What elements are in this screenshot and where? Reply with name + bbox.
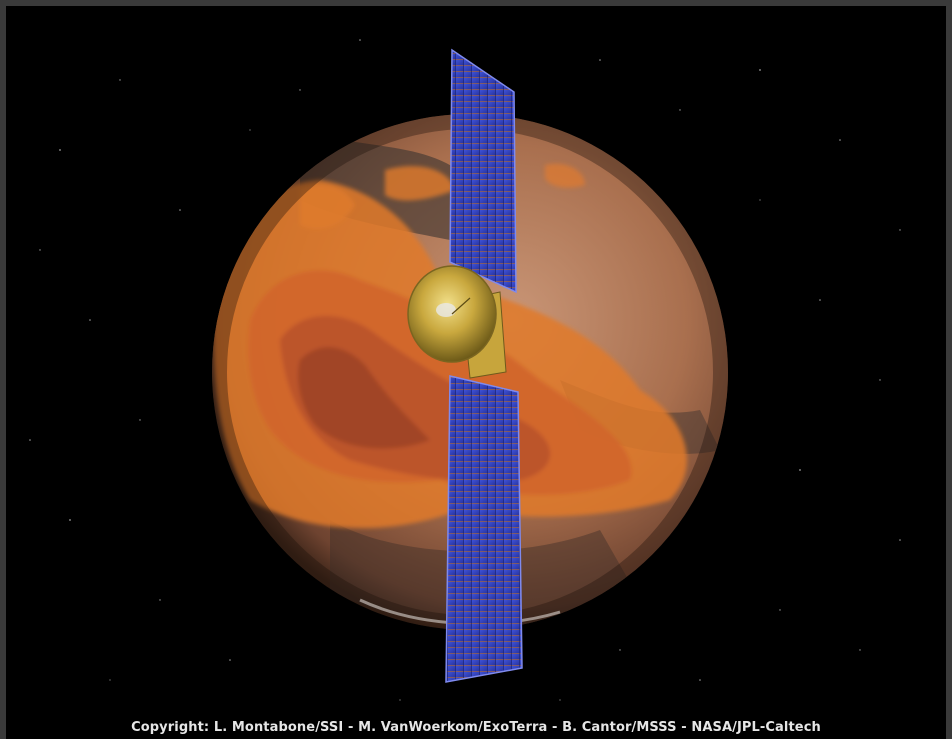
- lower-solar-panel: [445, 375, 523, 683]
- stars: [29, 39, 901, 701]
- copyright-caption: Copyright: L. Montabone/SSI - M. VanWoer…: [131, 720, 821, 735]
- upper-solar-panel: [449, 48, 517, 294]
- spacecraft: [407, 48, 523, 683]
